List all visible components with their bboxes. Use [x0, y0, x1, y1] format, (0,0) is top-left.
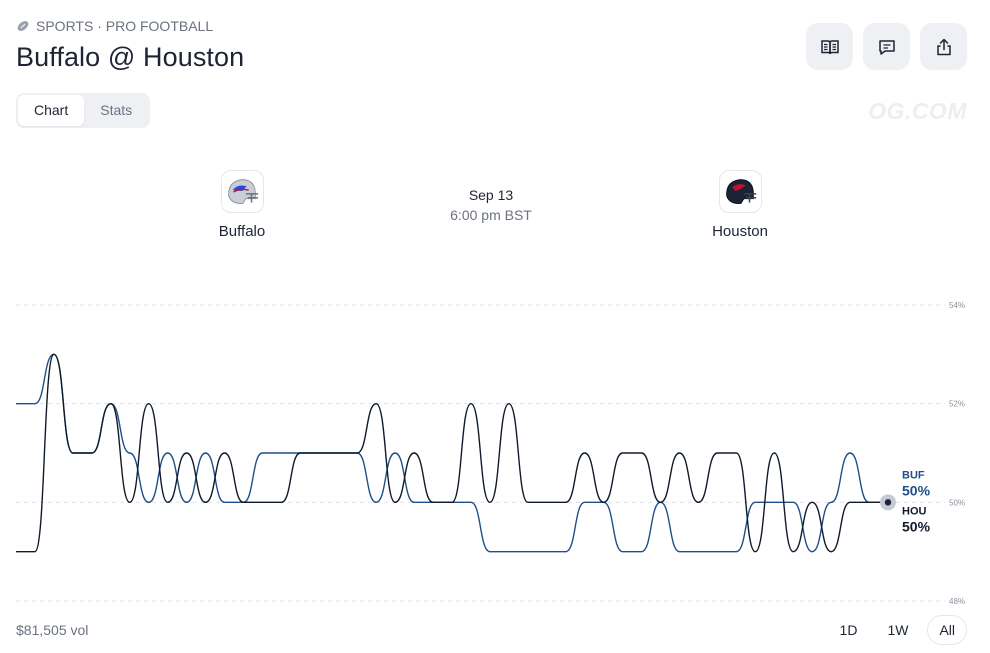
comments-button[interactable] [863, 23, 910, 70]
series-value-label: 50% [902, 482, 931, 498]
end-marker [884, 499, 892, 506]
watermark-logo: OG.COM [868, 98, 967, 124]
match-date: Sep 13 [468, 187, 514, 203]
range-1d-button[interactable]: 1D [839, 622, 858, 638]
y-tick-label: 52% [949, 400, 965, 409]
y-tick-label: 50% [949, 498, 965, 507]
volume-label: $81,505 vol [16, 622, 89, 638]
team-name-houston: Houston [712, 223, 768, 240]
football-icon [17, 21, 29, 31]
houston-helmet-icon [718, 170, 762, 213]
header-actions [806, 23, 967, 70]
series-line-hou [16, 353, 888, 553]
breadcrumb[interactable]: SPORTS · PRO FOOTBALL [16, 18, 213, 34]
match-time: 6:00 pm BST [450, 207, 532, 223]
breadcrumb-text: SPORTS · PRO FOOTBALL [36, 18, 214, 34]
range-1w-button[interactable]: 1W [887, 622, 909, 638]
tab-chart[interactable]: Chart [18, 95, 85, 126]
share-button[interactable] [920, 23, 967, 70]
range-all-button[interactable]: All [927, 615, 967, 645]
series-value-label: 50% [902, 518, 931, 534]
time-range-selector: 1D 1W All [829, 615, 967, 645]
book-open-icon [820, 39, 839, 54]
share-icon [936, 38, 951, 55]
tab-stats[interactable]: Stats [100, 102, 133, 118]
team-buffalo[interactable]: Buffalo [182, 170, 302, 240]
y-tick-label: 54% [949, 301, 965, 310]
page-title: Buffalo @ Houston [16, 42, 245, 72]
series-name-label: HOU [902, 505, 927, 517]
series-name-label: BUF [902, 469, 925, 481]
series-line-buf [16, 353, 888, 553]
view-toggle: Chart Stats [16, 93, 151, 128]
y-tick-label: 48% [949, 597, 965, 606]
comment-icon [878, 39, 895, 55]
rules-button[interactable] [806, 23, 853, 70]
buffalo-helmet-icon [220, 170, 264, 213]
team-houston[interactable]: Houston [680, 170, 800, 240]
team-name-buffalo: Buffalo [218, 223, 266, 240]
